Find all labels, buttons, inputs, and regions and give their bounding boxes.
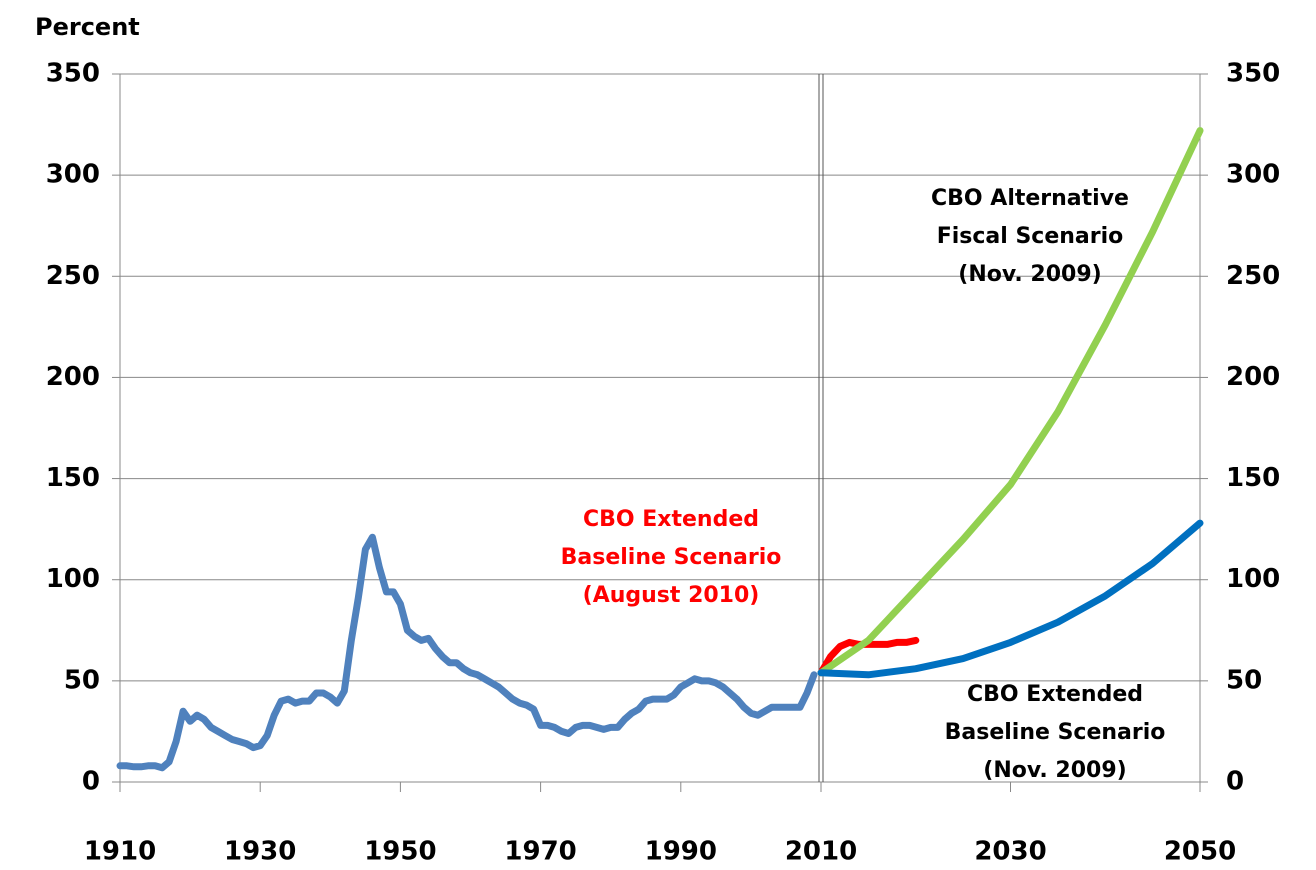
y2-tick-label: 50	[1226, 665, 1262, 695]
y-axis-label: Percent	[35, 13, 140, 41]
series-line	[817, 127, 1204, 677]
series-line	[116, 533, 818, 772]
y-tick-label: 200	[46, 362, 100, 392]
annotation: Baseline Scenario	[561, 545, 782, 570]
x-tick-label: 2050	[1164, 837, 1236, 867]
y2-tick-label: 350	[1226, 59, 1280, 89]
y2-tick-label: 300	[1226, 160, 1280, 190]
x-tick-label: 1910	[84, 837, 156, 867]
x-tick-label: 1990	[645, 837, 717, 867]
annotation: CBO Alternative	[931, 186, 1129, 211]
annotation: (August 2010)	[583, 583, 760, 608]
y-tick-label: 250	[46, 261, 100, 291]
x-tick-label: 1930	[224, 837, 296, 867]
annotation: (Nov. 2009)	[983, 758, 1126, 783]
y-tick-label: 50	[64, 665, 100, 695]
annotation: Fiscal Scenario	[937, 224, 1124, 249]
annotation: (Nov. 2009)	[958, 262, 1101, 287]
y-tick-label: 100	[46, 564, 100, 594]
series-line	[817, 519, 1204, 679]
x-tick-label: 1970	[504, 837, 576, 867]
y-tick-label: 0	[82, 767, 100, 797]
y-tick-label: 350	[46, 59, 100, 89]
y-tick-label: 300	[46, 160, 100, 190]
annotation: Baseline Scenario	[945, 720, 1166, 745]
y2-tick-label: 200	[1226, 362, 1280, 392]
y-tick-label: 150	[46, 463, 100, 493]
y2-tick-label: 250	[1226, 261, 1280, 291]
x-tick-label: 1950	[364, 837, 436, 867]
y2-tick-label: 150	[1226, 463, 1280, 493]
y2-tick-label: 0	[1226, 767, 1244, 797]
x-tick-label: 2010	[785, 837, 857, 867]
annotation: CBO Extended	[967, 682, 1143, 707]
annotation: CBO Extended	[583, 507, 759, 532]
x-tick-label: 2030	[974, 837, 1046, 867]
y2-tick-label: 100	[1226, 564, 1280, 594]
